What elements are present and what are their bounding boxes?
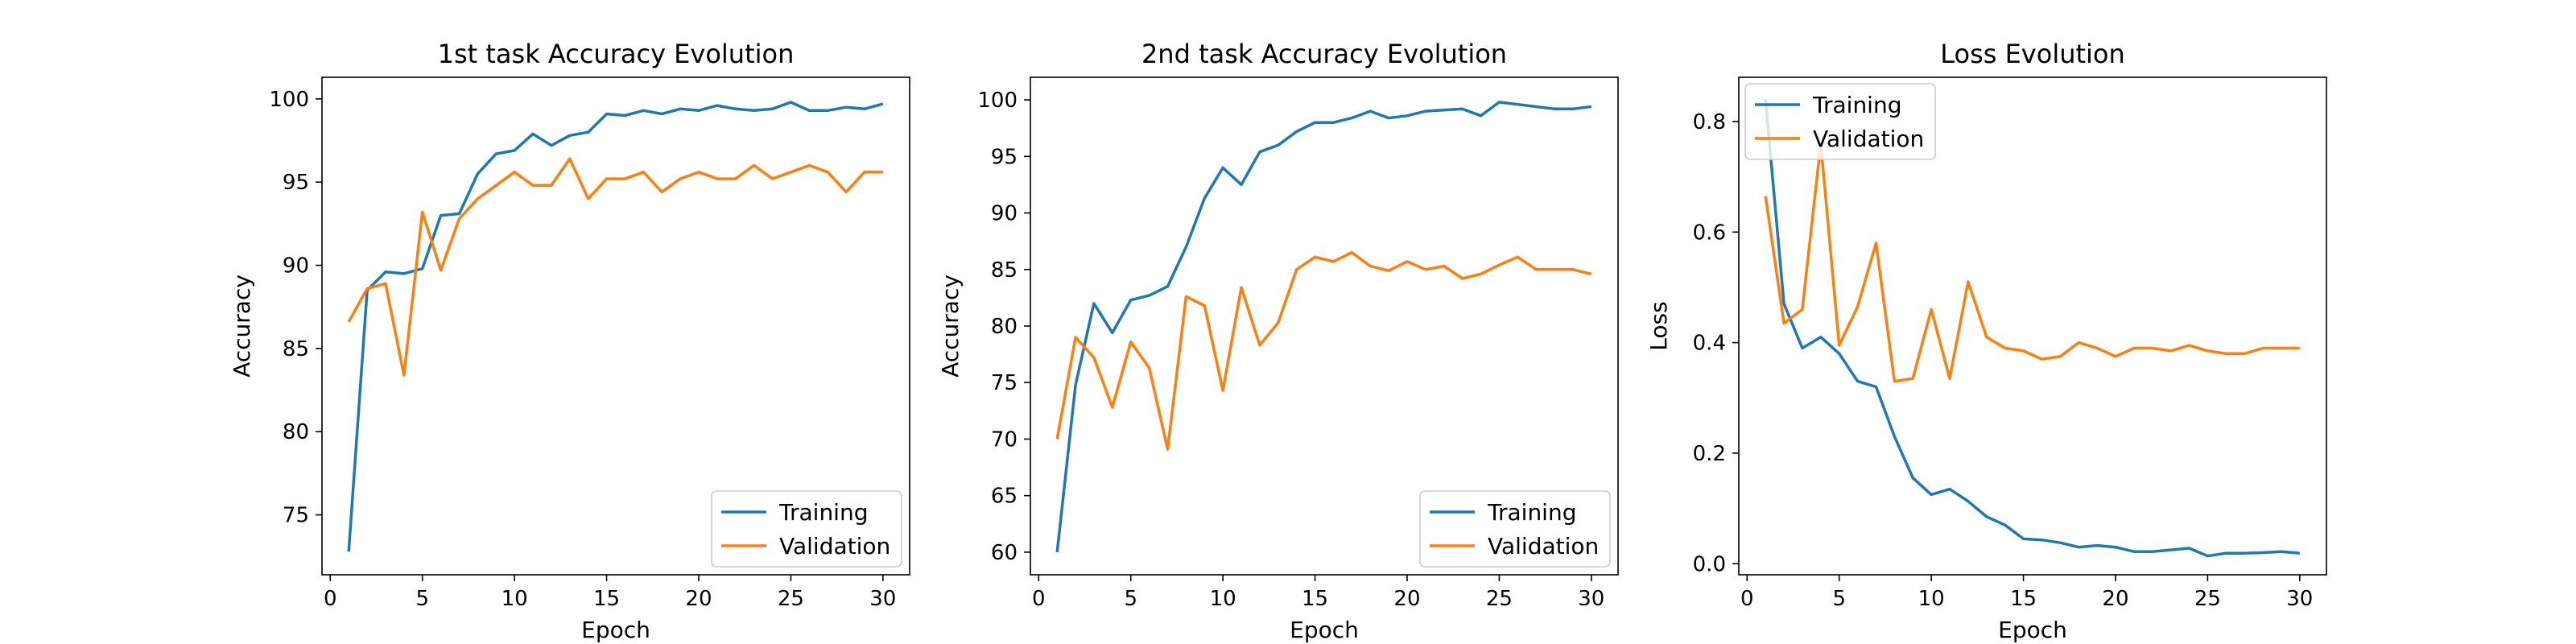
- x-axis-label: Epoch: [581, 617, 650, 643]
- series-line-training: [347, 101, 884, 552]
- chart-panel-2: 0 5 10 15 20 25 30 60 65 70 75 80 85 90 95 100 2nd task …: [937, 39, 1619, 643]
- y-tick-label: 100: [977, 89, 1018, 113]
- x-tick-label: 20: [685, 587, 712, 611]
- y-tick-label: 100: [269, 88, 309, 112]
- y-tick-label: 70: [991, 427, 1018, 452]
- y-tick-label: 85: [991, 258, 1018, 283]
- y-tick-label: 75: [991, 371, 1018, 395]
- legend-label-validation: Validation: [779, 533, 890, 559]
- x-tick-label: 25: [1486, 587, 1513, 611]
- chart-panel-3: 0 5 10 15 20 25 30 0.0 0.2 0.4 0.6 0.8 Loss Evolutio…: [1645, 39, 2327, 643]
- series-line-validation: [1055, 250, 1592, 451]
- y-tick-label: 0.6: [1693, 221, 1726, 245]
- legend-label-training: Training: [778, 499, 868, 526]
- chart-title: 1st task Accuracy Evolution: [438, 39, 795, 69]
- legend-label-training: Training: [1487, 499, 1576, 526]
- legend-box: [1419, 490, 1611, 568]
- axes-frame: [321, 76, 910, 576]
- x-tick-label: 15: [1302, 587, 1328, 611]
- x-tick-label: 20: [2102, 587, 2128, 611]
- x-tick-label: 10: [1918, 587, 1945, 611]
- x-tick-label: 30: [2286, 587, 2313, 611]
- x-tick-label: 30: [869, 587, 896, 611]
- y-tick-label: 80: [283, 420, 309, 444]
- y-tick-label: 75: [283, 504, 309, 528]
- legend-label-training: Training: [1812, 92, 1901, 118]
- y-tick-label: 0.2: [1693, 442, 1726, 466]
- y-tick-label: 90: [283, 254, 309, 279]
- y-tick-label: 65: [991, 485, 1018, 509]
- series-line-validation: [1764, 142, 2300, 383]
- legend-box: [711, 490, 902, 568]
- chart-panel-1: 0 5 10 15 20 25 30 75 80 85 90 95 100 1st task Accura…: [229, 39, 910, 643]
- x-tick-label: 10: [502, 587, 528, 611]
- x-tick-label: 0: [1740, 587, 1754, 611]
- chart-title: Loss Evolution: [1940, 39, 2125, 69]
- x-tick-label: 10: [1210, 587, 1236, 611]
- y-tick-label: 95: [991, 145, 1018, 169]
- legend-label-validation: Validation: [1813, 126, 1924, 152]
- x-tick-label: 5: [415, 587, 429, 611]
- y-tick-label: 90: [991, 202, 1018, 226]
- series-line-training: [1764, 99, 2300, 558]
- y-tick-label: 85: [283, 337, 309, 361]
- legend: Training Validation: [1744, 83, 1936, 160]
- y-axis-label: Accuracy: [229, 275, 255, 378]
- legend: Training Validation: [1419, 490, 1611, 568]
- chart-title: 2nd task Accuracy Evolution: [1141, 39, 1507, 69]
- x-axis-label: Epoch: [1290, 617, 1359, 643]
- y-tick-label: 80: [991, 315, 1018, 339]
- x-tick-label: 25: [778, 587, 804, 611]
- x-tick-label: 25: [2194, 587, 2221, 611]
- y-axis-label: Accuracy: [937, 275, 964, 378]
- y-tick-label: 60: [991, 541, 1018, 565]
- y-tick-label: 0.0: [1693, 552, 1726, 576]
- y-tick-label: 0.8: [1693, 110, 1726, 134]
- x-tick-label: 5: [1124, 587, 1137, 611]
- x-tick-label: 5: [1832, 587, 1846, 611]
- y-tick-label: 95: [283, 171, 309, 195]
- x-axis-label: Epoch: [1998, 617, 2067, 643]
- series-line-validation: [347, 157, 883, 377]
- y-axis-label: Loss: [1645, 301, 1672, 350]
- x-tick-label: 15: [593, 587, 620, 611]
- legend: Training Validation: [711, 490, 902, 568]
- legend-box: [1744, 83, 1936, 160]
- x-tick-label: 0: [324, 587, 337, 611]
- legend-label-validation: Validation: [1488, 533, 1599, 559]
- series-line-training: [1055, 101, 1592, 553]
- axes-frame: [1738, 76, 2327, 576]
- x-tick-label: 0: [1032, 587, 1046, 611]
- x-tick-label: 30: [1578, 587, 1604, 611]
- x-tick-label: 15: [2010, 587, 2037, 611]
- x-tick-label: 20: [1393, 587, 1420, 611]
- y-tick-label: 0.4: [1693, 332, 1726, 356]
